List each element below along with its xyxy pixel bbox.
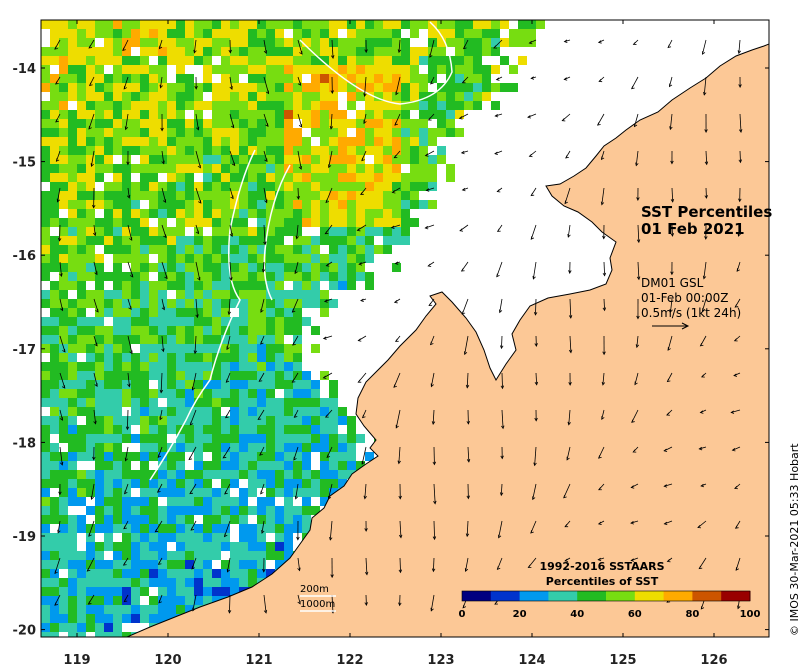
lat-tick-label: -14 — [13, 62, 37, 77]
colorbar-segment — [721, 591, 751, 601]
colorbar-segment — [577, 591, 607, 601]
lon-tick-label: 125 — [609, 653, 636, 668]
lat-tick-label: -17 — [13, 343, 37, 358]
colorbar-tick-label: 60 — [628, 609, 642, 620]
current-time-label: 01-Feb 00:00Z — [641, 291, 728, 305]
current-product-label: DM01 GSL — [641, 276, 704, 290]
lat-tick-label: -15 — [13, 156, 37, 171]
colorbar-frame — [461, 590, 751, 602]
colorbar — [461, 590, 751, 602]
lat-tick-label: -16 — [13, 249, 37, 264]
map-title-line2: 01 Feb 2021 — [641, 220, 745, 238]
lon-tick-label: 122 — [336, 653, 363, 668]
colorbar-segment — [462, 591, 492, 601]
lat-tick-label: -19 — [13, 530, 37, 545]
isobath-1000m — [149, 149, 256, 481]
land-mass — [126, 43, 769, 637]
colorbar-tick-label: 80 — [685, 609, 699, 620]
lat-tick-label: -20 — [13, 624, 37, 639]
current-scale-label: 0.5m/s (1kt 24h) — [641, 306, 741, 320]
colorbar-segment — [606, 591, 636, 601]
colorbar-tick-label: 20 — [513, 609, 527, 620]
credit-label: © IMOS 30-Mar-2021 05:33 Hobart — [788, 443, 801, 636]
plot-frame — [40, 19, 770, 638]
lon-tick-label: 123 — [427, 653, 454, 668]
colorbar-segment — [663, 591, 693, 601]
colorbar-legend: 1992-2016 SSTAARS Percentiles of SST 0 20… — [459, 560, 761, 620]
latitude-axis: -14 -15 -16 -17 -18 -19 -20 — [13, 62, 769, 639]
colorbar-segment — [692, 591, 722, 601]
map-plot-area — [41, 20, 769, 637]
isobath-lines — [149, 21, 453, 481]
isobath-1000m-label: 1000m — [300, 599, 335, 610]
sst-percentile-layer — [41, 20, 545, 637]
colorbar-ticks: 0 20 40 60 80 100 — [459, 609, 761, 620]
longitude-axis: 119 120 121 122 123 124 125 126 — [63, 20, 728, 668]
lon-tick-label: 121 — [245, 653, 272, 668]
map-title-line1: SST Percentiles — [641, 203, 772, 221]
lat-tick-label: -18 — [13, 436, 37, 451]
colorbar-tick-label: 100 — [740, 609, 761, 620]
lon-tick-label: 124 — [518, 653, 545, 668]
legend-title-line1: 1992-2016 SSTAARS — [539, 560, 664, 573]
colorbar-segment — [490, 591, 521, 601]
scale-arrow — [652, 322, 690, 330]
isobath-1000m-inner — [263, 164, 291, 301]
colorbar-tick-label: 0 — [459, 609, 466, 620]
lon-tick-label: 120 — [154, 653, 181, 668]
colorbar-segment — [634, 591, 665, 601]
lon-tick-label: 119 — [63, 653, 90, 668]
legend-title-line2: Percentiles of SST — [546, 575, 659, 588]
colorbar-segment — [548, 591, 578, 601]
isobath-200m — [299, 21, 453, 105]
colorbar-tick-label: 40 — [570, 609, 584, 620]
colorbar-segment — [519, 591, 549, 601]
lon-tick-label: 126 — [700, 653, 727, 668]
isobath-200m-label: 200m — [300, 584, 329, 595]
